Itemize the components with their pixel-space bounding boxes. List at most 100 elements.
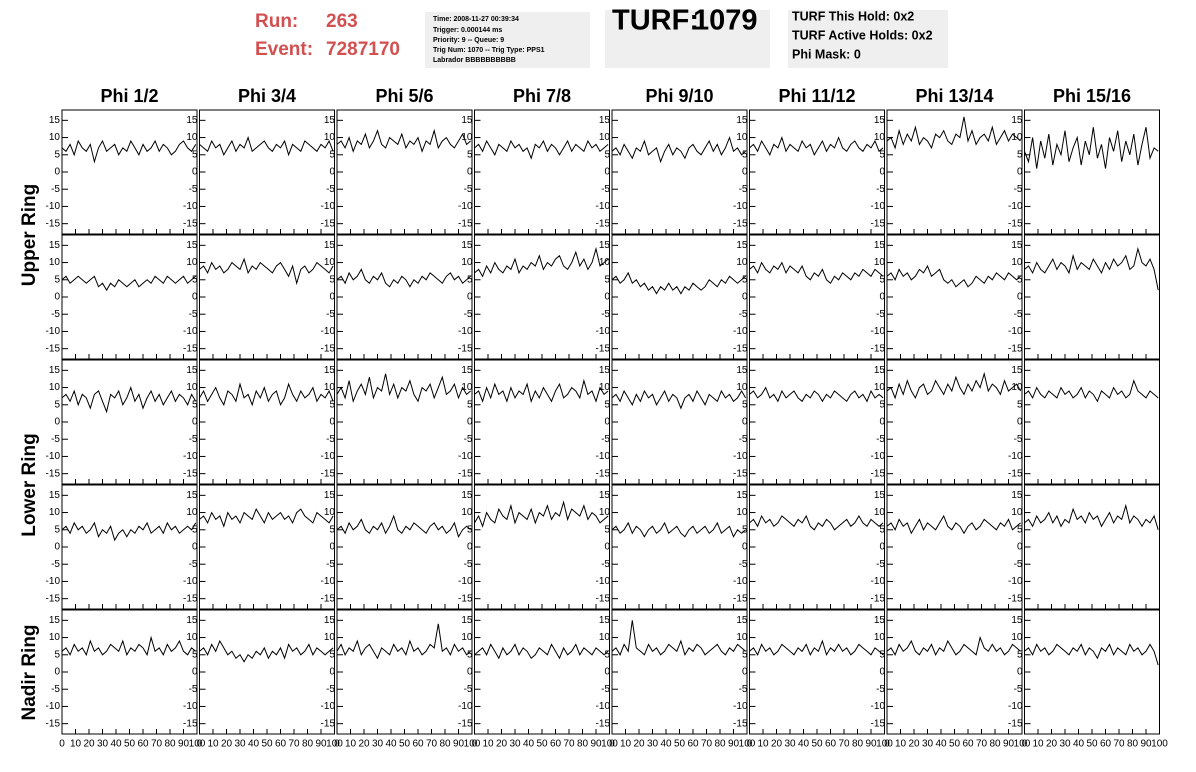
y-tick-label: 5 bbox=[742, 399, 748, 410]
waveform bbox=[611, 136, 746, 164]
y-tick-label: -10 bbox=[183, 576, 198, 587]
x-tick-label: 50 bbox=[674, 739, 686, 750]
x-tick-label: 90 bbox=[728, 739, 740, 750]
y-tick-label: 15 bbox=[1011, 615, 1023, 626]
x-tick-label: 100 bbox=[326, 739, 343, 750]
y-tick-label: 0 bbox=[192, 542, 198, 553]
y-tick-label: 10 bbox=[874, 257, 886, 268]
y-tick-label: -10 bbox=[596, 201, 611, 212]
x-tick-label: 100 bbox=[464, 739, 481, 750]
y-tick-label: -5 bbox=[51, 684, 60, 695]
y-tick-label: -10 bbox=[321, 701, 336, 712]
y-tick-label: -10 bbox=[1008, 701, 1023, 712]
y-tick-label: -5 bbox=[601, 559, 610, 570]
x-tick-label: 10 bbox=[207, 739, 219, 750]
y-tick-label: 5 bbox=[54, 274, 60, 285]
x-tick-label: 60 bbox=[687, 739, 699, 750]
y-tick-label: 5 bbox=[329, 274, 335, 285]
x-tick-label: 40 bbox=[1073, 739, 1085, 750]
x-tick-label: 90 bbox=[1003, 739, 1015, 750]
y-tick-label: -5 bbox=[601, 309, 610, 320]
y-tick-label: 0 bbox=[879, 167, 885, 178]
y-tick-label: -5 bbox=[1014, 559, 1023, 570]
y-tick-label: 0 bbox=[329, 667, 335, 678]
y-tick-label: 15 bbox=[736, 115, 748, 126]
x-tick-label: 70 bbox=[426, 739, 438, 750]
waveform bbox=[1024, 643, 1159, 666]
y-tick-label: 5 bbox=[1017, 399, 1023, 410]
status-line: Phi Mask: 0 bbox=[792, 47, 861, 61]
y-tick-label: 10 bbox=[49, 257, 61, 268]
y-tick-label: 0 bbox=[329, 292, 335, 303]
y-tick-label: 0 bbox=[604, 167, 610, 178]
y-tick-label: -10 bbox=[871, 326, 886, 337]
y-tick-label: -5 bbox=[739, 184, 748, 195]
y-tick-label: 15 bbox=[49, 615, 61, 626]
y-tick-label: 15 bbox=[599, 490, 611, 501]
info-line: Labrador BBBBBBBBBB bbox=[433, 57, 516, 64]
y-tick-label: 15 bbox=[186, 240, 198, 251]
y-tick-label: -10 bbox=[458, 326, 473, 337]
y-tick-label: 15 bbox=[736, 490, 748, 501]
y-tick-label: -10 bbox=[871, 451, 886, 462]
y-tick-label: 15 bbox=[736, 615, 748, 626]
waveform bbox=[336, 373, 471, 404]
x-tick-label: 0 bbox=[472, 739, 478, 750]
y-tick-label: 10 bbox=[1011, 132, 1023, 143]
y-tick-label: -15 bbox=[1008, 718, 1023, 729]
y-tick-label: -5 bbox=[1014, 184, 1023, 195]
x-tick-label: 50 bbox=[536, 739, 548, 750]
x-tick-label: 20 bbox=[1046, 739, 1058, 750]
y-tick-label: -5 bbox=[1014, 684, 1023, 695]
y-tick-label: 5 bbox=[742, 649, 748, 660]
waveform bbox=[611, 271, 746, 295]
waveform bbox=[886, 371, 1022, 400]
y-tick-label: -10 bbox=[458, 451, 473, 462]
x-tick-label: 30 bbox=[97, 739, 109, 750]
x-tick-label: 30 bbox=[234, 739, 246, 750]
y-tick-label: -10 bbox=[1008, 576, 1023, 587]
waveform bbox=[336, 268, 471, 288]
y-tick-label: 15 bbox=[324, 615, 336, 626]
y-tick-label: 5 bbox=[54, 649, 60, 660]
y-tick-label: -10 bbox=[596, 326, 611, 337]
y-tick-label: 0 bbox=[329, 167, 335, 178]
x-tick-label: 30 bbox=[922, 739, 934, 750]
y-tick-label: -15 bbox=[458, 218, 473, 229]
y-tick-label: -10 bbox=[46, 451, 61, 462]
y-tick-label: 15 bbox=[49, 240, 61, 251]
y-tick-label: -15 bbox=[596, 343, 611, 354]
y-tick-label: 0 bbox=[879, 542, 885, 553]
y-tick-label: -5 bbox=[51, 434, 60, 445]
y-tick-label: 15 bbox=[461, 365, 473, 376]
waveform bbox=[61, 139, 197, 164]
y-tick-label: -15 bbox=[458, 593, 473, 604]
waveform bbox=[199, 136, 334, 157]
y-tick-label: 10 bbox=[461, 257, 473, 268]
y-tick-label: -10 bbox=[183, 701, 198, 712]
y-tick-label: 15 bbox=[874, 490, 886, 501]
waveform bbox=[474, 246, 609, 278]
y-tick-label: 5 bbox=[879, 274, 885, 285]
column-label: Phi 7/8 bbox=[513, 86, 571, 106]
y-tick-label: 15 bbox=[49, 365, 61, 376]
x-tick-label: 20 bbox=[633, 739, 645, 750]
y-tick-label: 15 bbox=[186, 490, 198, 501]
x-tick-label: 0 bbox=[197, 739, 203, 750]
x-tick-label: 80 bbox=[1127, 739, 1139, 750]
y-tick-label: 0 bbox=[192, 667, 198, 678]
y-tick-label: 10 bbox=[49, 507, 61, 518]
y-tick-label: 15 bbox=[736, 365, 748, 376]
y-tick-label: 5 bbox=[329, 524, 335, 535]
event-label: Event: bbox=[255, 39, 313, 60]
y-tick-label: -5 bbox=[189, 184, 198, 195]
y-tick-label: -15 bbox=[321, 468, 336, 479]
y-tick-label: -10 bbox=[596, 701, 611, 712]
y-tick-label: -5 bbox=[464, 559, 473, 570]
x-tick-label: 10 bbox=[345, 739, 357, 750]
y-tick-label: -5 bbox=[601, 434, 610, 445]
waveform bbox=[474, 139, 609, 160]
y-tick-label: 15 bbox=[599, 240, 611, 251]
y-tick-label: 15 bbox=[599, 365, 611, 376]
y-tick-label: 15 bbox=[186, 365, 198, 376]
